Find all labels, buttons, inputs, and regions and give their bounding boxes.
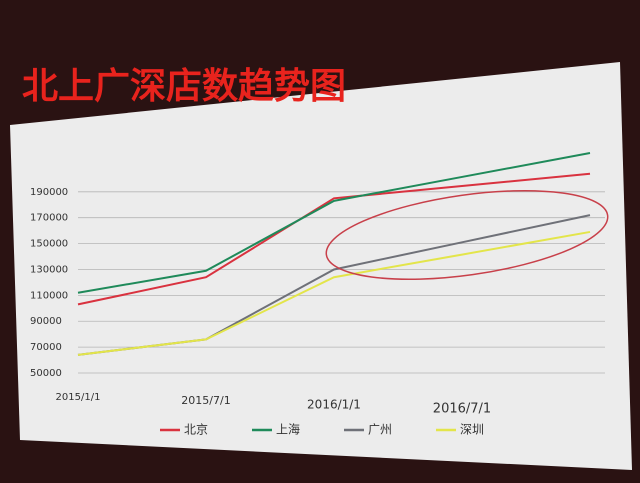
chart-title: 北上广深店数趋势图 [22, 66, 346, 107]
legend-label: 上海 [276, 422, 300, 437]
series-line [77, 152, 591, 294]
x-tick-label: 2016/7/1 [433, 402, 491, 417]
y-tick-label: 170000 [30, 213, 68, 224]
x-tick-label: 2015/7/1 [181, 394, 230, 407]
legend-label: 广州 [368, 423, 392, 437]
y-tick-label: 50000 [30, 368, 62, 379]
x-tick-label: 2016/1/1 [307, 398, 361, 412]
x-tick-label: 2015/1/1 [56, 392, 101, 403]
plot: 50000 70000 90000 110000 130000 150000 170000 1… [30, 152, 605, 437]
y-tick-label: 150000 [30, 239, 68, 250]
y-tick-label: 130000 [30, 264, 68, 275]
y-tick-label: 190000 [30, 187, 68, 198]
y-tick-label: 70000 [30, 342, 62, 353]
series-line [77, 230, 591, 356]
legend-label: 北京 [184, 423, 208, 437]
legend-label: 深圳 [460, 423, 484, 437]
y-tick-label: 90000 [30, 316, 62, 327]
slide [10, 62, 632, 470]
y-tick-label: 110000 [30, 290, 68, 301]
highlight-ellipse [325, 189, 609, 281]
series-line [77, 172, 591, 306]
